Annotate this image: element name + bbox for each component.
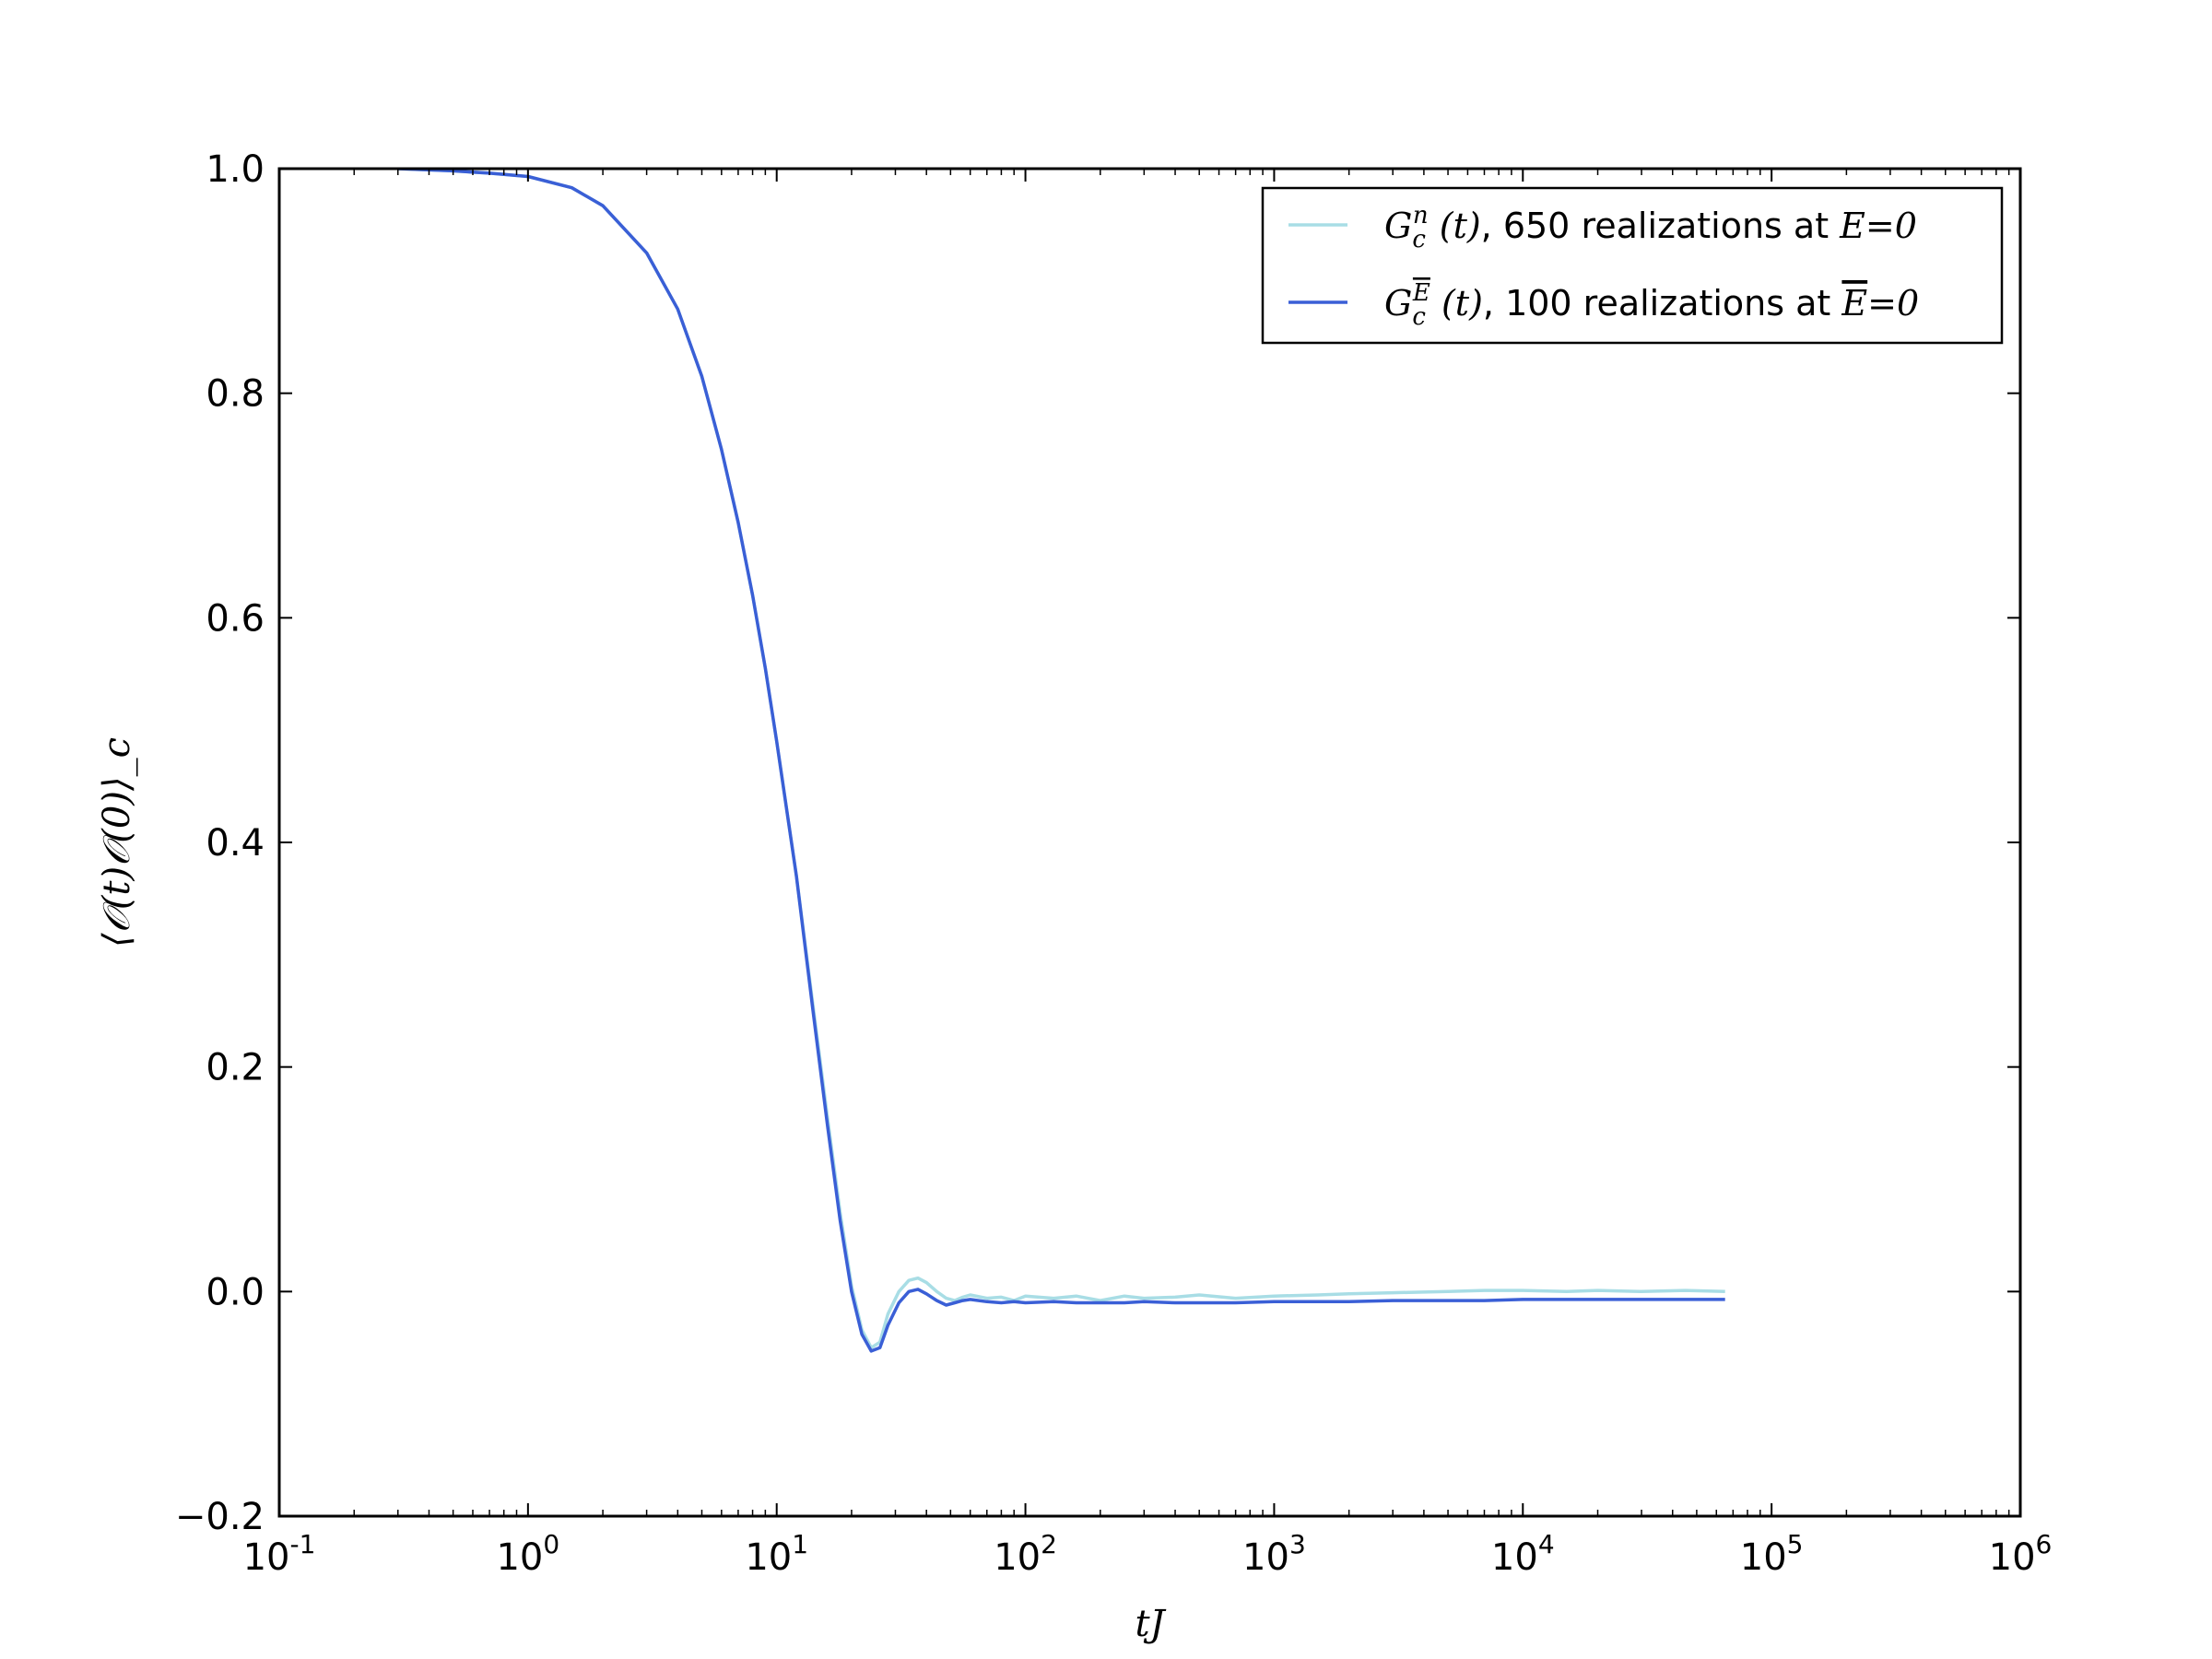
x-tick-label: 105 (1740, 1529, 1804, 1579)
y-tick-label: 0.0 (206, 1271, 265, 1313)
x-tick-label: 102 (994, 1529, 1057, 1579)
legend-entry-1: Gcn (t), 650 realizations at E=0 (1384, 202, 1917, 253)
series-line-2 (397, 169, 1725, 1353)
y-tick-label: 0.6 (206, 597, 265, 640)
x-tick-label: 103 (1242, 1529, 1306, 1579)
ticks-layer: 10-1 100 101 102 103 104 105 106 −0.2 0.0 0.2 0.4 0.… (175, 148, 2053, 1579)
series-layer (397, 169, 1725, 1353)
x-tick-label: 104 (1491, 1529, 1555, 1579)
y-tick-label: 1.0 (206, 148, 265, 191)
x-tick-label: 100 (496, 1529, 559, 1579)
x-tick-label: 101 (745, 1529, 808, 1579)
y-tick-label: 0.8 (206, 373, 265, 416)
y-axis-label: ⟨𝒪(t)𝒪(0)⟩_c (96, 737, 138, 947)
y-tick-label: 0.2 (206, 1047, 265, 1089)
legend: Gcn (t), 650 realizations at E=0 GcE (t),… (1261, 186, 2004, 345)
y-tick-label: 0.4 (206, 822, 265, 865)
y-tick-label: −0.2 (175, 1496, 265, 1538)
x-axis-label: tJ (1135, 1603, 1166, 1645)
labels-layer: tJ ⟨𝒪(t)𝒪(0)⟩_c (96, 737, 1167, 1645)
x-tick-label: 10-1 (243, 1529, 316, 1579)
legend-entry-2: GcE (t), 100 realizations at E=0 (1384, 279, 1919, 331)
x-tick-label: 106 (1989, 1529, 2053, 1579)
legend-box (1261, 186, 2004, 345)
